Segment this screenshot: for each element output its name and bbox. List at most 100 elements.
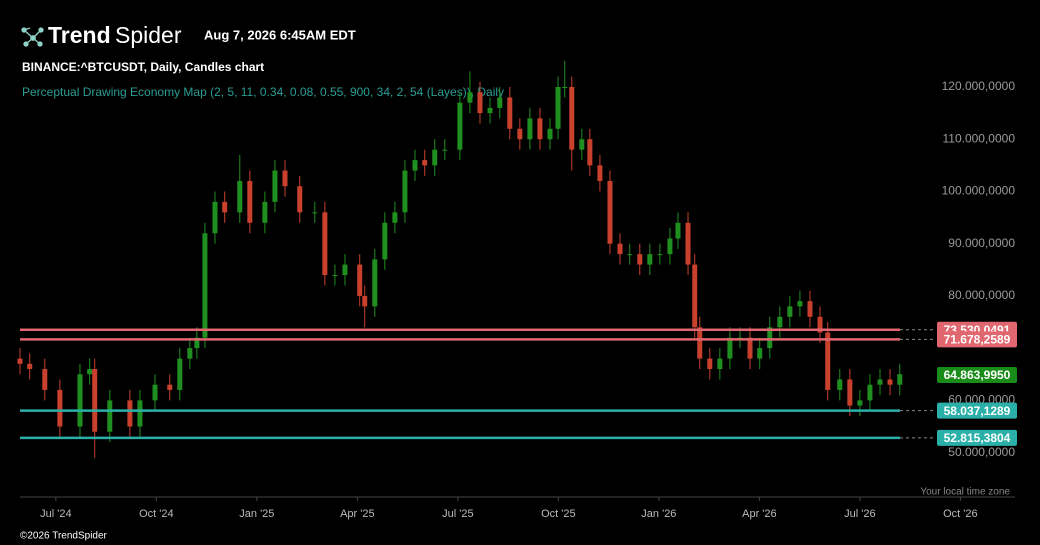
copyright: ©2026 TrendSpider xyxy=(20,531,108,542)
y-tick-label: 80.000,0000 xyxy=(948,288,1015,302)
candle-body xyxy=(837,379,843,390)
candle-body xyxy=(527,118,533,140)
candle-body xyxy=(372,259,378,307)
level-label: 52.815,3804 xyxy=(944,431,1011,445)
candle-body xyxy=(442,149,448,151)
candle-body xyxy=(587,139,593,166)
candle-body xyxy=(607,181,613,244)
candle-body xyxy=(569,87,575,150)
candle-body xyxy=(262,201,268,223)
candle-body xyxy=(667,238,673,255)
logo-icon xyxy=(21,27,44,47)
x-tick-label: Oct '24 xyxy=(139,508,174,520)
candle-body xyxy=(867,384,873,401)
candle-body xyxy=(272,170,278,202)
brand-light: Spider xyxy=(115,22,182,48)
candle-body xyxy=(757,348,763,359)
x-tick-label: Oct '26 xyxy=(943,508,978,520)
candle-body xyxy=(507,97,513,129)
candle-body xyxy=(382,222,388,260)
candle-body xyxy=(212,201,218,234)
y-tick-label: 90.000,0000 xyxy=(948,236,1015,250)
candle-body xyxy=(332,275,338,277)
x-tick-label: Apr '26 xyxy=(742,508,777,520)
candle-body xyxy=(537,118,543,140)
candle-body xyxy=(697,327,703,359)
candle-body xyxy=(194,337,200,349)
candle-body xyxy=(57,389,63,427)
candle-body xyxy=(897,374,903,385)
candle-body xyxy=(817,316,823,333)
candle-body xyxy=(27,363,33,370)
level-label-box xyxy=(937,402,1017,419)
chart-title: BINANCE:^BTCUSDT, Daily, Candles chart xyxy=(22,60,264,74)
timezone-label: Your local time zone xyxy=(920,487,1010,498)
chart-subtitle: Perceptual Drawing Economy Map (2, 5, 11… xyxy=(22,85,504,99)
candle-body xyxy=(797,301,803,307)
candle-body xyxy=(392,212,398,223)
y-tick-label: 50.000,0000 xyxy=(948,445,1015,459)
candle-body xyxy=(877,379,883,385)
candle-body xyxy=(87,369,93,375)
candle-body xyxy=(467,92,473,103)
candle-body xyxy=(342,264,348,276)
candle-body xyxy=(727,337,733,359)
candle-body xyxy=(92,369,98,432)
x-tick-label: Jan '25 xyxy=(239,508,274,520)
candle-body xyxy=(222,201,228,213)
candle-body xyxy=(412,160,418,171)
candle-body xyxy=(297,186,303,213)
candle-body xyxy=(637,254,643,265)
candle-body xyxy=(187,348,193,359)
brand-bold: Trend xyxy=(48,22,111,48)
level-label-box xyxy=(937,429,1017,446)
candle-body xyxy=(362,295,368,307)
candle-body xyxy=(597,165,603,182)
candle-body xyxy=(562,87,568,89)
candle-body xyxy=(555,87,561,129)
candle-body xyxy=(357,264,363,296)
candle-body xyxy=(657,254,663,256)
candle-body xyxy=(17,358,23,364)
level-label: 71.678,2589 xyxy=(944,333,1011,347)
candle-body xyxy=(152,384,158,401)
candle-body xyxy=(847,379,853,406)
last-price-box xyxy=(937,366,1017,383)
candle-body xyxy=(887,379,893,385)
candle-body xyxy=(247,181,253,223)
candle-body xyxy=(547,128,553,140)
candle-body xyxy=(322,212,328,276)
candle-body xyxy=(282,170,288,187)
candle-body xyxy=(422,160,428,166)
candle-body xyxy=(77,374,83,427)
candle-body xyxy=(685,222,691,265)
candle-body xyxy=(692,264,698,328)
candle-body xyxy=(42,369,48,390)
x-tick-label: Jul '24 xyxy=(40,508,71,520)
candle-body xyxy=(432,149,438,166)
candle-body xyxy=(807,301,813,317)
x-tick-label: Apr '25 xyxy=(340,508,375,520)
candle-body xyxy=(717,358,723,370)
candle-body xyxy=(675,222,681,239)
y-tick-label: 120.000,0000 xyxy=(942,79,1016,93)
candle-body xyxy=(487,107,493,114)
candle-body xyxy=(707,358,713,370)
y-tick-label: 110.000,0000 xyxy=(942,131,1015,145)
candle-body xyxy=(617,243,623,255)
candle-body xyxy=(747,337,753,359)
x-tick-label: Jul '25 xyxy=(442,508,473,520)
candle-body xyxy=(647,254,653,265)
x-tick-label: Jul '26 xyxy=(844,508,875,520)
x-tick-label: Oct '25 xyxy=(541,508,576,520)
candle-body xyxy=(127,400,133,427)
candle-body xyxy=(825,332,831,390)
candle-body xyxy=(627,254,633,256)
candle-body xyxy=(457,102,463,150)
candle-body xyxy=(137,400,143,427)
candle-body xyxy=(202,233,208,338)
candle-body xyxy=(477,92,483,114)
candle-body xyxy=(579,139,585,150)
